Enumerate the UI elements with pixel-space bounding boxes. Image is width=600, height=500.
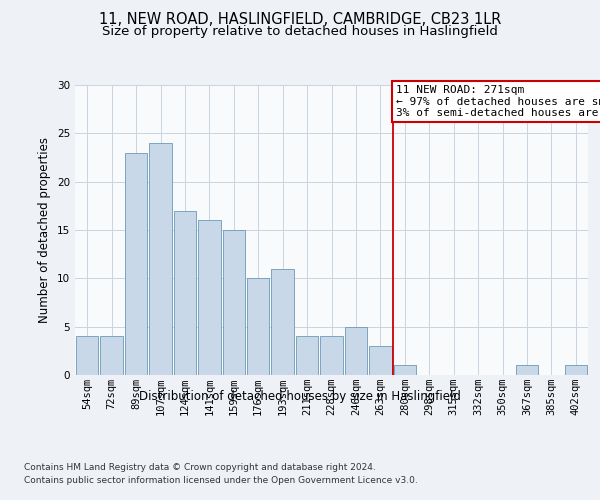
Text: Contains HM Land Registry data © Crown copyright and database right 2024.: Contains HM Land Registry data © Crown c…: [24, 462, 376, 471]
Text: Contains public sector information licensed under the Open Government Licence v3: Contains public sector information licen…: [24, 476, 418, 485]
Y-axis label: Number of detached properties: Number of detached properties: [38, 137, 52, 323]
Bar: [247, 278, 269, 375]
Bar: [223, 230, 245, 375]
Bar: [515, 366, 538, 375]
Bar: [125, 152, 148, 375]
Bar: [271, 268, 294, 375]
Bar: [320, 336, 343, 375]
Bar: [394, 366, 416, 375]
Text: Distribution of detached houses by size in Haslingfield: Distribution of detached houses by size …: [139, 390, 461, 403]
Text: 11 NEW ROAD: 271sqm
← 97% of detached houses are smaller (138)
3% of semi-detach: 11 NEW ROAD: 271sqm ← 97% of detached ho…: [396, 85, 600, 118]
Bar: [76, 336, 98, 375]
Bar: [149, 143, 172, 375]
Bar: [565, 366, 587, 375]
Bar: [173, 210, 196, 375]
Bar: [369, 346, 392, 375]
Text: 11, NEW ROAD, HASLINGFIELD, CAMBRIDGE, CB23 1LR: 11, NEW ROAD, HASLINGFIELD, CAMBRIDGE, C…: [99, 12, 501, 28]
Text: Size of property relative to detached houses in Haslingfield: Size of property relative to detached ho…: [102, 25, 498, 38]
Bar: [296, 336, 319, 375]
Bar: [344, 326, 367, 375]
Bar: [100, 336, 123, 375]
Bar: [198, 220, 221, 375]
